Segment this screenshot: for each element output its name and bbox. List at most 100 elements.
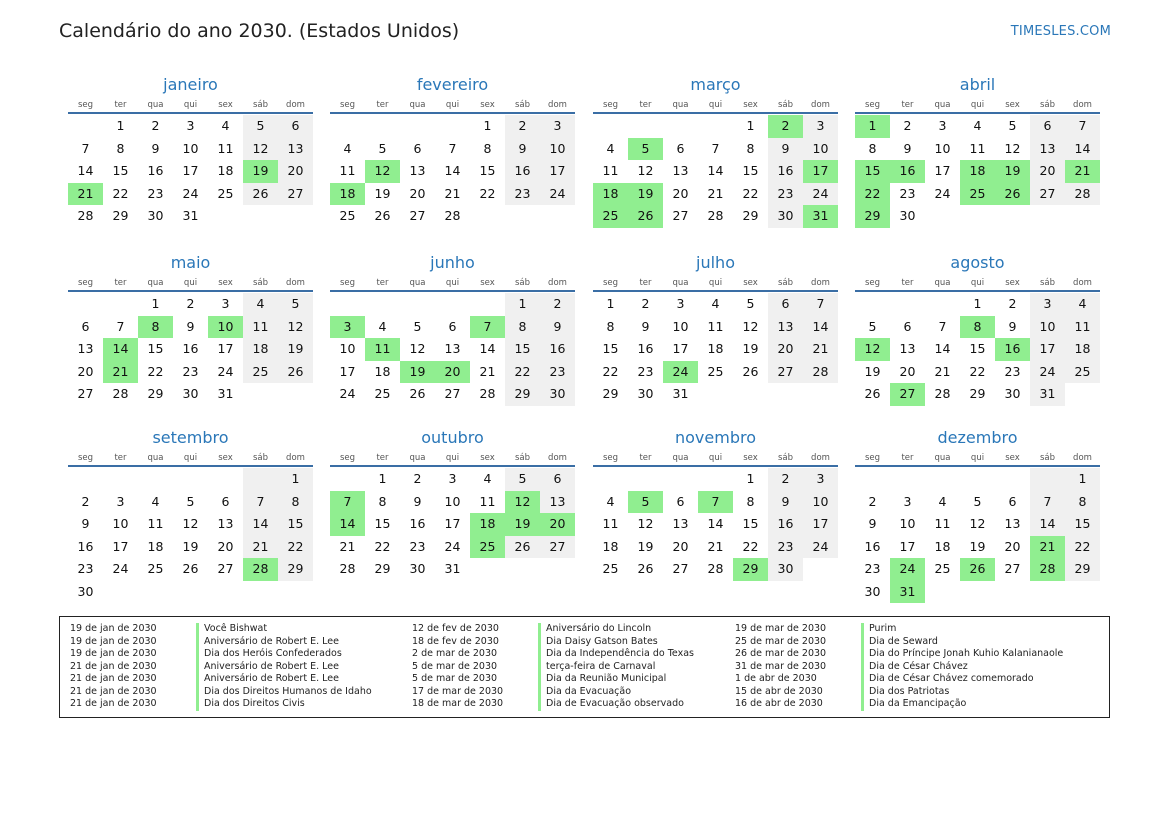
holiday-day-cell: 21 (68, 182, 103, 205)
holiday-name: Dia de César Chávez (861, 660, 968, 673)
weekday-label: ter (901, 453, 914, 463)
day-cell: 2 (641, 296, 650, 311)
holiday-date: 21 de jan de 2030 (70, 673, 157, 684)
weekday-label: ter (376, 453, 389, 463)
day-cell: 17 (182, 163, 199, 178)
day-cell: 12 (278, 315, 313, 338)
holiday-date: 19 de jan de 2030 (70, 623, 157, 634)
day-cell: 12 (243, 137, 278, 160)
holiday-day-cell: 2 (768, 115, 803, 138)
day-cell: 21 (934, 363, 951, 379)
holiday-day-cell: 26 (628, 205, 663, 228)
day-cell: 2 (505, 115, 540, 138)
weekday-label: dom (1073, 278, 1092, 288)
holiday-day-cell: 5 (628, 490, 663, 513)
day-cell: 17 (540, 160, 575, 183)
day-cell: 26 (409, 386, 426, 401)
weekday-label: sáb (514, 100, 531, 110)
day-cell: 28 (112, 386, 129, 401)
weekday-label: seg (864, 278, 881, 288)
day-cell: 10 (803, 137, 838, 160)
day-cell: 21 (339, 538, 356, 554)
day-cell: 9 (81, 516, 90, 531)
holiday-day-cell: 12 (365, 160, 400, 183)
day-cell: 5 (505, 468, 540, 491)
weekday-label: sáb (777, 100, 794, 110)
day-cell: 25 (243, 360, 278, 383)
day-cell: 5 (186, 493, 195, 509)
holiday-date: 21 de jan de 2030 (70, 660, 157, 672)
weekday-label: sex (480, 100, 495, 110)
holiday-day-cell: 25 (593, 205, 628, 228)
day-cell: 13 (77, 341, 94, 356)
weekday-header: seg ter qua qui sex sáb dom (68, 278, 313, 292)
day-cell: 14 (243, 513, 278, 536)
day-cell: 11 (602, 516, 619, 531)
weekday-label: sáb (514, 453, 531, 463)
day-cell: 4 (606, 493, 615, 509)
month-10: novembro seg ter qua qui sex sáb dom 1 2 3 4 5 6 7 8 9 10… (593, 427, 838, 581)
day-cell: 6 (676, 493, 685, 509)
weekday-label: sex (1005, 100, 1020, 110)
holiday-column: 19 de jan de 2030 Você Bishwat 19 de jan d… (70, 623, 372, 711)
day-cell: 28 (707, 208, 724, 223)
weekday-label: ter (901, 278, 914, 288)
day-cell: 7 (243, 490, 278, 513)
day-cell: 5 (243, 115, 278, 138)
day-cell: 17 (803, 513, 838, 536)
day-cell: 18 (934, 538, 951, 554)
day-cell: 9 (540, 315, 575, 338)
day-cell: 27 (444, 386, 461, 401)
day-cell: 2 (151, 118, 160, 133)
day-cell: 13 (540, 490, 575, 513)
holiday-day-cell: 1 (855, 115, 890, 138)
day-cell: 29 (742, 208, 759, 223)
weekday-label: qua (147, 278, 164, 288)
day-cell: 22 (479, 185, 496, 201)
day-cell: 14 (77, 163, 94, 178)
day-cell: 15 (742, 516, 759, 531)
day-cell: 13 (899, 341, 916, 356)
day-cell: 16 (768, 160, 803, 183)
site-link[interactable]: TIMESLES.COM (1010, 24, 1111, 39)
day-cell: 1 (746, 118, 755, 133)
holiday-day-cell: 27 (890, 383, 925, 406)
day-cell: 6 (221, 493, 230, 509)
holiday-row: 26 de mar de 2030 Dia do Príncipe Jonah K… (735, 648, 1063, 661)
weekday-label: qui (970, 100, 985, 110)
holiday-date: 18 de fev de 2030 (412, 635, 499, 647)
holiday-name: Purim (861, 623, 896, 636)
month-6: julho seg ter qua qui sex sáb dom 1 2 3 4 5 6 7 8 9 10 11 1… (593, 252, 838, 406)
day-cell: 10 (934, 140, 951, 156)
day-cell: 21 (707, 538, 724, 554)
day-cell: 5 (1008, 118, 1017, 133)
weekday-label: dom (811, 453, 830, 463)
weekday-label: qui (183, 100, 198, 110)
weekday-header: seg ter qua qui sex sáb dom (68, 100, 313, 114)
day-cell: 11 (147, 516, 164, 531)
day-cell: 3 (116, 493, 125, 509)
day-cell: 29 (1065, 558, 1100, 581)
day-cell: 26 (505, 535, 540, 558)
weekday-label: qui (183, 453, 198, 463)
weekday-label: dom (286, 100, 305, 110)
day-cell: 8 (278, 490, 313, 513)
day-cell: 1 (505, 293, 540, 316)
day-cell: 12 (969, 516, 986, 531)
holiday-date: 15 de abr de 2030 (735, 685, 823, 697)
day-cell: 3 (186, 118, 195, 133)
day-cell: 9 (505, 137, 540, 160)
day-cell: 25 (707, 363, 724, 379)
weekday-label: sáb (777, 453, 794, 463)
day-cell: 14 (934, 341, 951, 356)
holiday-day-cell: 21 (1065, 160, 1100, 183)
holiday-day-cell: 21 (103, 360, 138, 383)
day-cell: 9 (186, 318, 195, 334)
day-cell: 26 (637, 561, 654, 576)
weekday-label: ter (901, 100, 914, 110)
day-cell: 2 (768, 468, 803, 491)
weekday-label: ter (114, 453, 127, 463)
holiday-date: 2 de mar de 2030 (412, 648, 498, 659)
day-cell: 20 (672, 538, 689, 554)
day-cell: 29 (505, 383, 540, 406)
